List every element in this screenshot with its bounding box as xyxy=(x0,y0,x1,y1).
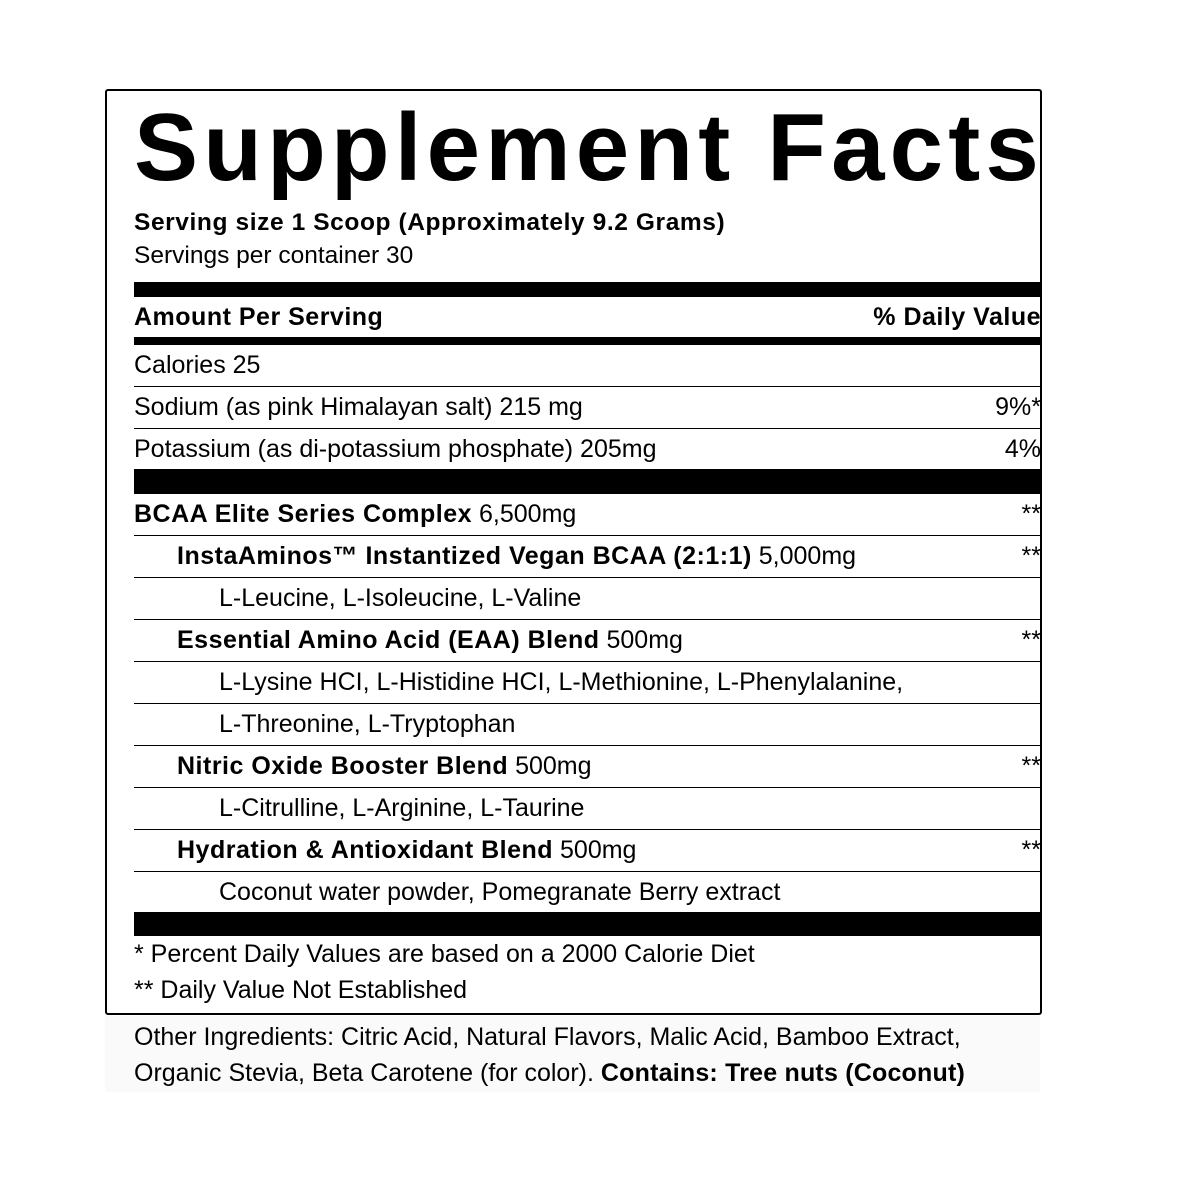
nutrient-label: Calories 25 xyxy=(134,351,261,379)
ingredient-row: L-Threonine, L-Tryptophan xyxy=(134,704,1041,746)
nutrient-label: Potassium (as di-potassium phosphate) 20… xyxy=(134,435,657,463)
blend-name: Essential Amino Acid (EAA) Blend xyxy=(177,626,600,654)
ingredient-list: L-Lysine HCI, L-Histidine HCI, L-Methion… xyxy=(219,668,904,696)
divider-medium xyxy=(134,337,1041,345)
blend-name: Hydration & Antioxidant Blend xyxy=(177,836,554,864)
ingredient-list: L-Citrulline, L-Arginine, L-Taurine xyxy=(219,794,585,822)
footnote-not-established: ** Daily Value Not Established xyxy=(134,976,468,1004)
ingredient-row: L-Leucine, L-Isoleucine, L-Valine xyxy=(134,578,1041,620)
servings-per-container: Servings per container 30 xyxy=(134,242,414,269)
blend-row-eaa: Essential Amino Acid (EAA) Blend 500mg *… xyxy=(134,620,1041,662)
ingredient-list: L-Threonine, L-Tryptophan xyxy=(219,710,516,738)
blend-amount: 6,500mg xyxy=(472,500,577,528)
other-ingredients-background xyxy=(105,1016,1040,1092)
blend-row-hydration: Hydration & Antioxidant Blend 500mg ** xyxy=(134,830,1041,872)
amount-header: Amount Per Serving % Daily Value xyxy=(134,297,1041,337)
nutrient-dv: 9%* xyxy=(995,393,1041,421)
supplement-facts-panel: Supplement Facts Serving size 1 Scoop (A… xyxy=(134,90,1041,1008)
daily-value-label: % Daily Value xyxy=(873,303,1041,331)
amount-per-serving-label: Amount Per Serving xyxy=(134,303,384,331)
panel-title: Supplement Facts xyxy=(134,94,1045,201)
blend-amount: 500mg xyxy=(553,836,637,864)
blend-amount: 500mg xyxy=(599,626,683,654)
other-ingredients: Other Ingredients: Citric Acid, Natural … xyxy=(134,1019,1054,1091)
ingredient-row: Coconut water powder, Pomegranate Berry … xyxy=(134,872,1041,912)
allergen-statement: Contains: Tree nuts (Coconut) xyxy=(600,1059,966,1087)
other-ingredients-list: Other Ingredients: Citric Acid, Natural … xyxy=(134,1023,961,1087)
blend-row-bcaa-complex: BCAA Elite Series Complex 6,500mg ** xyxy=(134,494,1041,536)
blend-row-nitric-oxide: Nitric Oxide Booster Blend 500mg ** xyxy=(134,746,1041,788)
blend-dv: ** xyxy=(1021,542,1041,570)
blend-amount: 5,000mg xyxy=(751,542,857,570)
blend-name: Nitric Oxide Booster Blend xyxy=(177,752,509,780)
footnote-daily-value: * Percent Daily Values are based on a 20… xyxy=(134,940,755,968)
serving-size: Serving size 1 Scoop (Approximately 9.2 … xyxy=(134,209,726,236)
ingredient-list: Coconut water powder, Pomegranate Berry … xyxy=(219,878,781,906)
blend-dv: ** xyxy=(1021,500,1041,528)
facts-panel-border xyxy=(105,89,1042,1015)
nutrient-row-potassium: Potassium (as di-potassium phosphate) 20… xyxy=(134,429,1041,469)
blend-amount: 500mg xyxy=(508,752,592,780)
nutrient-row-sodium: Sodium (as pink Himalayan salt) 215 mg 9… xyxy=(134,387,1041,429)
nutrient-dv: 4% xyxy=(1004,435,1041,463)
divider-thick xyxy=(134,282,1041,297)
ingredient-row: L-Lysine HCI, L-Histidine HCI, L-Methion… xyxy=(134,662,1041,704)
nutrient-label: Sodium (as pink Himalayan salt) 215 mg xyxy=(134,393,583,421)
divider-thick xyxy=(134,469,1041,494)
blend-dv: ** xyxy=(1021,752,1041,780)
blend-name: BCAA Elite Series Complex xyxy=(134,500,473,528)
blend-row-instaaminos: InstaAminos™ Instantized Vegan BCAA (2:1… xyxy=(134,536,1041,578)
blend-dv: ** xyxy=(1021,626,1041,654)
blend-dv: ** xyxy=(1021,836,1041,864)
blend-name: InstaAminos™ Instantized Vegan BCAA (2:1… xyxy=(177,542,752,570)
divider-thick xyxy=(134,912,1041,936)
ingredient-row: L-Citrulline, L-Arginine, L-Taurine xyxy=(134,788,1041,830)
ingredient-list: L-Leucine, L-Isoleucine, L-Valine xyxy=(219,584,582,612)
nutrient-row-calories: Calories 25 xyxy=(134,345,1041,387)
